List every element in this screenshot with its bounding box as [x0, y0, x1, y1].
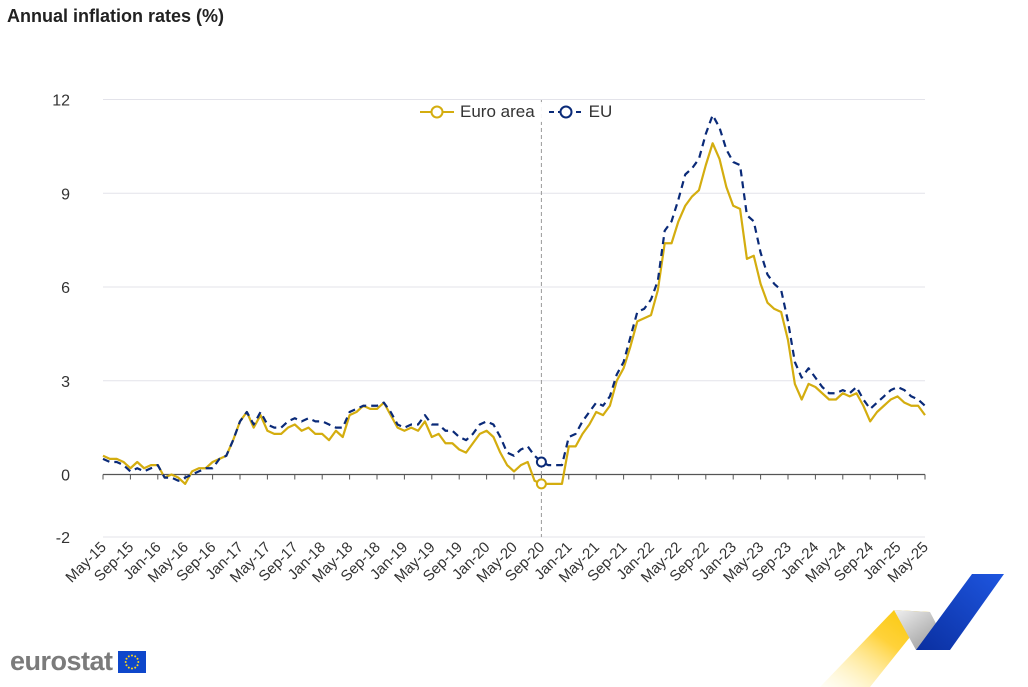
logo-text: eurostat: [10, 646, 113, 676]
eurostat-logo: eurostat: [10, 646, 146, 677]
legend-item-eu[interactable]: EU: [548, 102, 613, 122]
legend-line-circle-icon: [420, 105, 454, 119]
hover-marker-euro-area: [535, 478, 547, 490]
y-tick-label: 3: [61, 374, 70, 391]
y-tick-label: 12: [52, 93, 70, 110]
chart-title: Annual inflation rates (%): [7, 6, 225, 26]
decorative-ribbon-graphic: [820, 574, 1004, 687]
legend-dashed-line-circle-icon: [548, 105, 583, 119]
series-line-euro-area: [102, 142, 926, 485]
y-tick-label: -2: [56, 530, 70, 547]
legend-label-euro-area: Euro area: [460, 102, 535, 121]
legend-label-eu: EU: [588, 102, 613, 121]
y-tick-label: 9: [61, 186, 70, 203]
eu-flag-icon: [117, 650, 146, 673]
legend-item-euro-area[interactable]: Euro area: [420, 102, 535, 122]
hover-marker-eu: [535, 456, 547, 468]
chart-legend: Euro area EU: [418, 102, 615, 122]
y-tick-label: 0: [61, 468, 70, 485]
y-tick-label: 6: [61, 280, 70, 297]
series-line-eu: [102, 114, 926, 482]
